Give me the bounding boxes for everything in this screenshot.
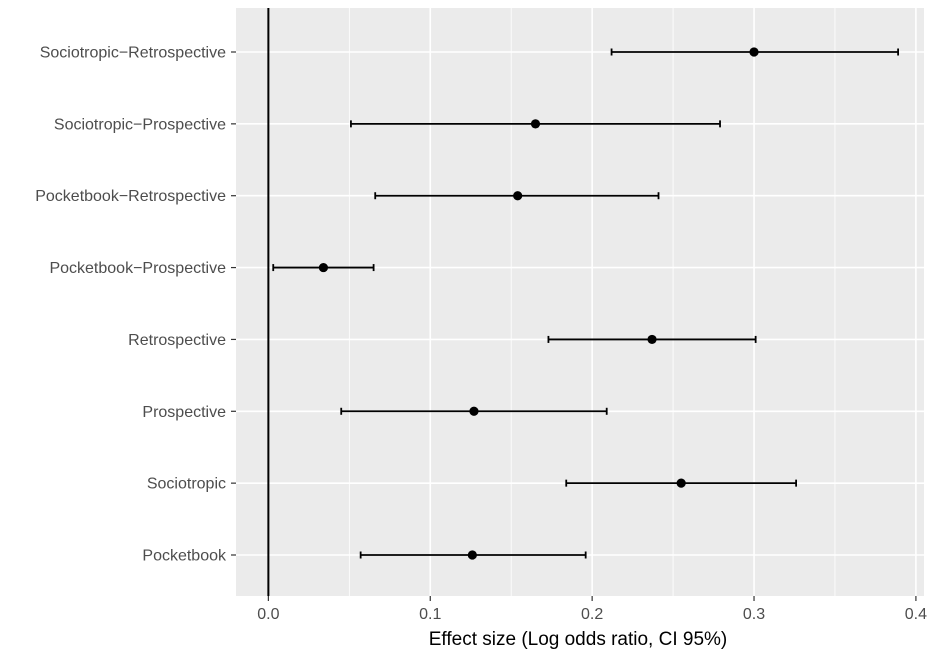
estimate-point	[676, 478, 686, 488]
estimate-point	[647, 334, 657, 345]
estimate-point	[469, 406, 479, 416]
y-tick-label: Pocketbook−Retrospective	[35, 188, 226, 205]
y-tick-label: Sociotropic	[147, 476, 226, 493]
estimate-point	[530, 119, 541, 129]
estimate-point	[749, 47, 759, 57]
x-tick-label: 0.4	[905, 606, 927, 623]
estimate-point	[467, 550, 477, 560]
data-marks	[272, 47, 899, 560]
x-axis-title: Effect size (Log odds ratio, CI 95%)	[429, 629, 728, 650]
y-tick-label: Sociotropic−Retrospective	[40, 45, 226, 62]
estimate-point	[318, 262, 329, 273]
y-tick-label: Pocketbook	[142, 547, 227, 564]
x-tick-label: 0.2	[581, 606, 603, 623]
x-tick-label: 0.0	[257, 606, 279, 623]
x-axis: 0.0 0.1 0.2 0.3 0.4	[257, 596, 927, 623]
estimate-point	[513, 191, 523, 201]
x-tick-label: 0.3	[743, 606, 765, 623]
plot-panel	[236, 8, 924, 596]
y-tick-label: Prospective	[142, 404, 226, 421]
y-tick-label: Retrospective	[128, 332, 226, 349]
y-tick-label: Sociotropic−Prospective	[54, 116, 226, 133]
y-axis: Sociotropic−Retrospective Sociotropic−Pro…	[35, 45, 236, 564]
y-tick-label: Pocketbook−Prospective	[49, 260, 226, 277]
x-tick-label: 0.1	[419, 606, 441, 623]
